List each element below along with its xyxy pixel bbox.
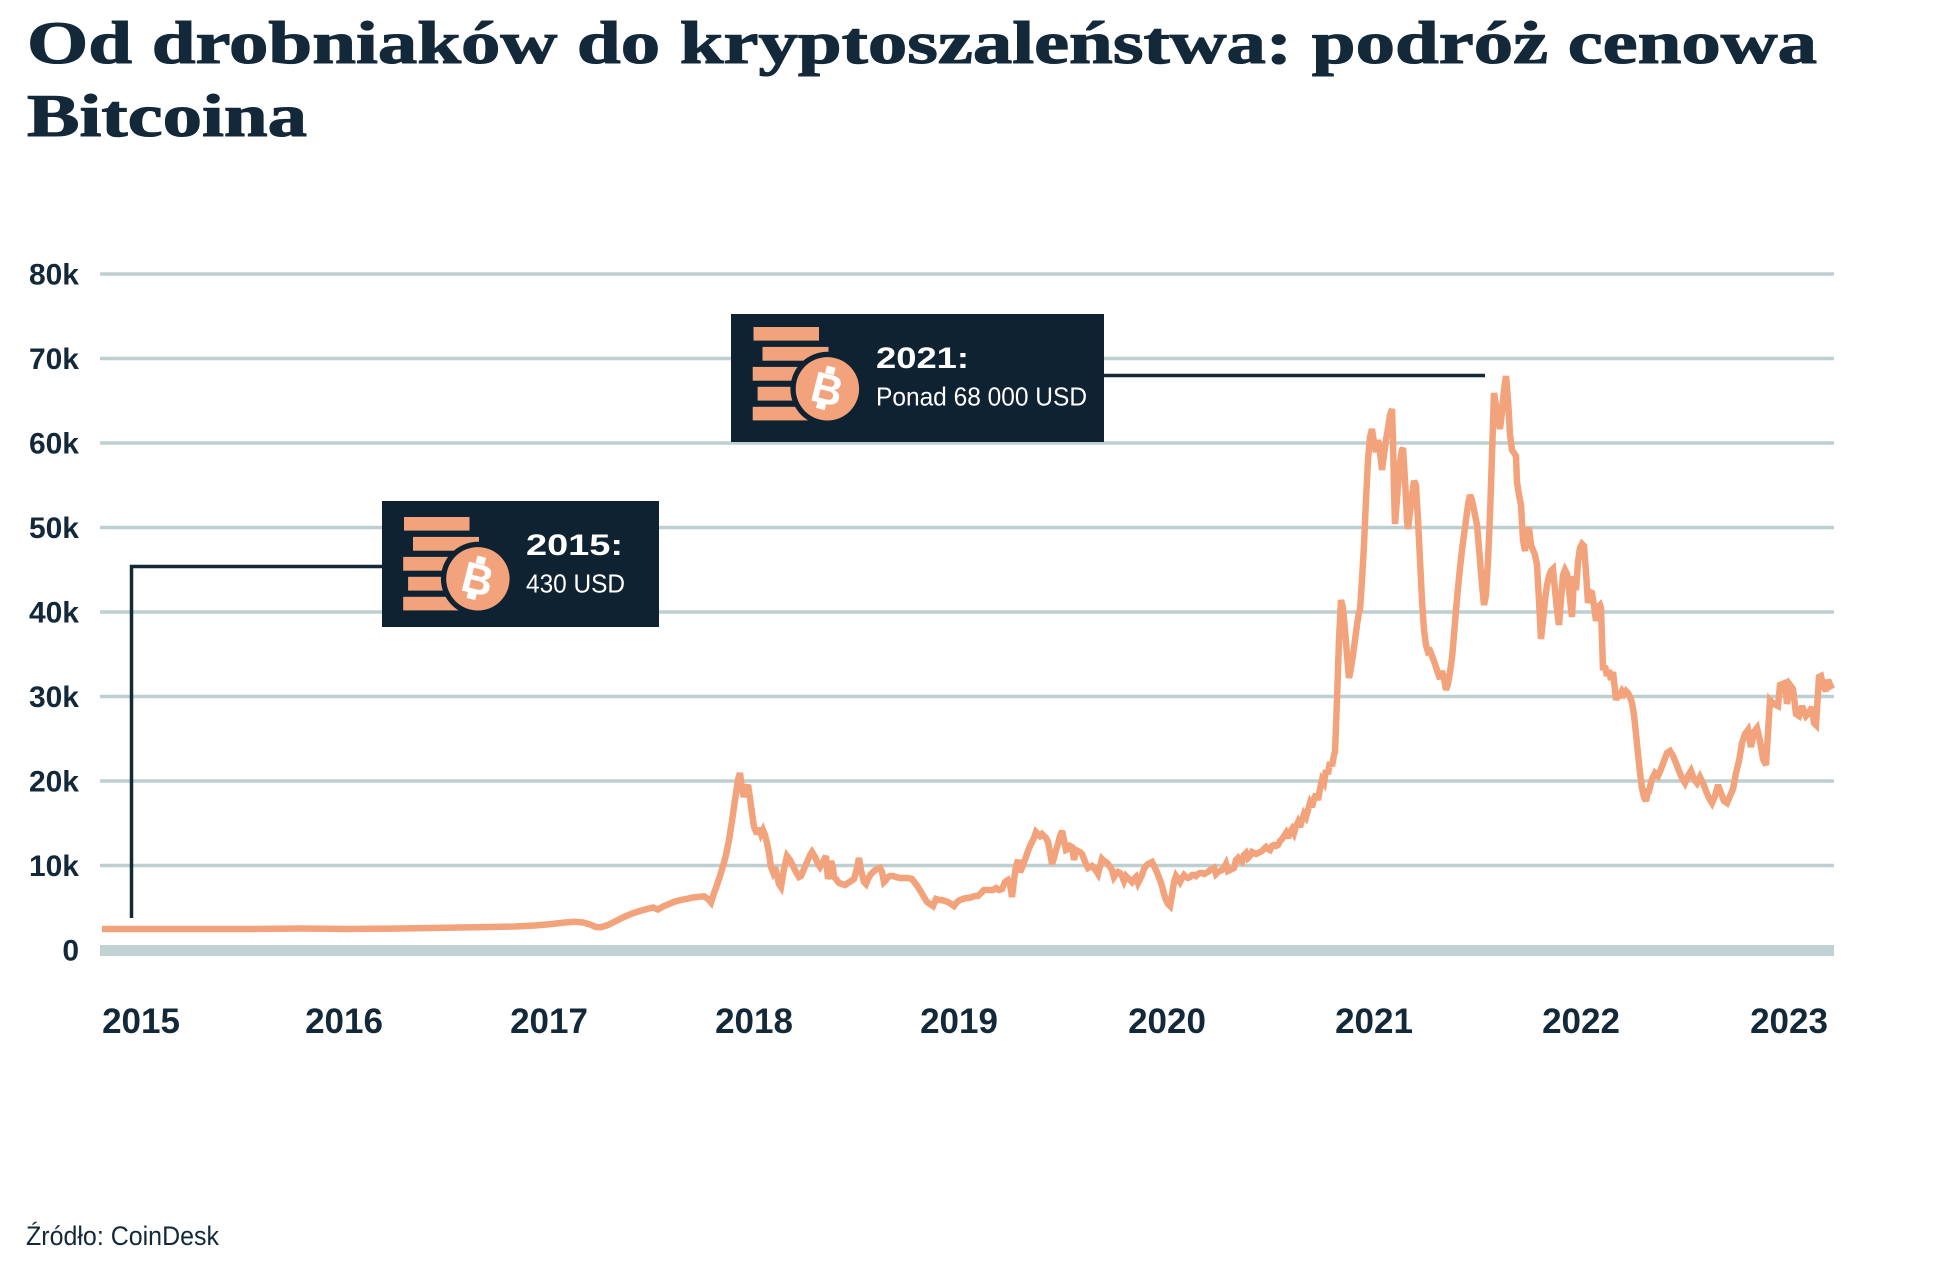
svg-text:0: 0	[62, 935, 79, 968]
svg-text:2015: 2015	[102, 1002, 180, 1041]
svg-text:Bitcoina: Bitcoina	[27, 83, 307, 149]
svg-text:60k: 60k	[29, 428, 79, 461]
svg-text:430 USD: 430 USD	[526, 569, 625, 599]
svg-text:30k: 30k	[29, 681, 79, 714]
svg-text:50k: 50k	[29, 512, 79, 545]
svg-text:80k: 80k	[29, 259, 79, 292]
svg-text:Źródło: CoinDesk: Źródło: CoinDesk	[26, 1221, 219, 1251]
svg-text:70k: 70k	[29, 343, 79, 376]
svg-text:2015:: 2015:	[526, 529, 623, 562]
svg-text:20k: 20k	[29, 766, 79, 799]
svg-text:2020: 2020	[1128, 1002, 1206, 1041]
svg-text:Od drobniaków do kryptoszaleńs: Od drobniaków do kryptoszaleństwa: podró…	[27, 10, 1817, 76]
svg-text:2018: 2018	[715, 1002, 793, 1041]
svg-text:2019: 2019	[920, 1002, 998, 1041]
svg-text:2017: 2017	[510, 1002, 588, 1041]
svg-text:2016: 2016	[305, 1002, 383, 1041]
svg-text:10k: 10k	[29, 850, 79, 883]
svg-text:2022: 2022	[1542, 1002, 1620, 1041]
svg-text:Ponad 68 000 USD: Ponad 68 000 USD	[876, 382, 1087, 412]
svg-text:40k: 40k	[29, 597, 79, 630]
svg-text:2021: 2021	[1335, 1002, 1413, 1041]
svg-text:2023: 2023	[1750, 1002, 1828, 1041]
svg-text:2021:: 2021:	[876, 342, 969, 375]
